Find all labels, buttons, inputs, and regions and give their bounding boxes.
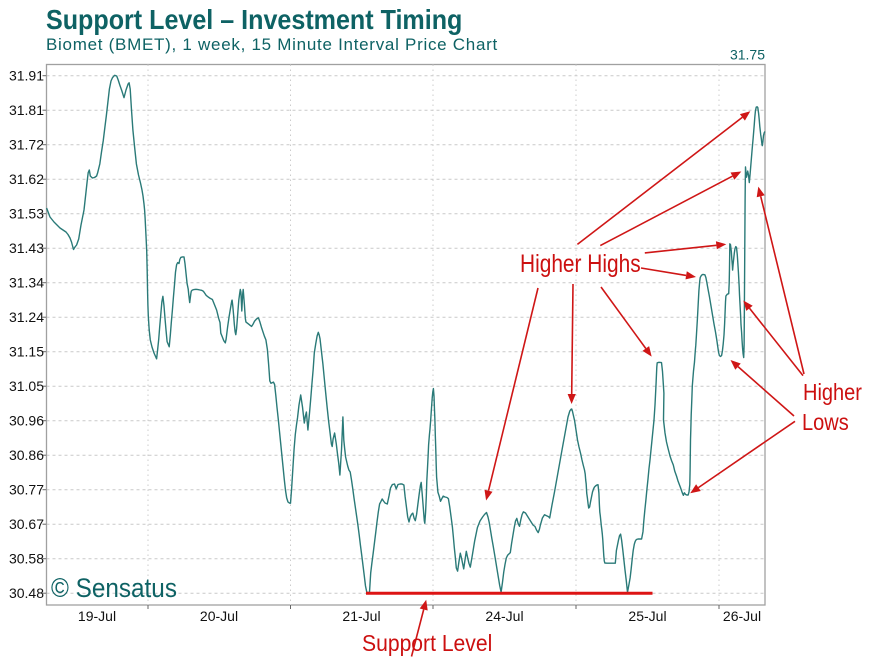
svg-text:31.62: 31.62 — [9, 171, 44, 187]
svg-text:24-Jul: 24-Jul — [485, 608, 523, 624]
svg-text:31.34: 31.34 — [9, 275, 44, 291]
svg-text:31.43: 31.43 — [9, 240, 44, 256]
svg-text:31.81: 31.81 — [9, 102, 44, 118]
svg-text:31.91: 31.91 — [9, 68, 44, 84]
svg-text:30.67: 30.67 — [9, 516, 44, 532]
svg-text:25-Jul: 25-Jul — [628, 608, 666, 624]
svg-text:26-Jul: 26-Jul — [723, 608, 761, 624]
svg-text:31.15: 31.15 — [9, 344, 44, 360]
svg-text:31.24: 31.24 — [9, 309, 44, 325]
svg-text:30.86: 30.86 — [9, 447, 44, 463]
svg-text:31.75: 31.75 — [730, 47, 765, 63]
svg-text:19-Jul: 19-Jul — [78, 608, 116, 624]
svg-text:30.58: 30.58 — [9, 551, 44, 567]
svg-text:30.96: 30.96 — [9, 413, 44, 429]
svg-text:20-Jul: 20-Jul — [200, 608, 238, 624]
svg-text:31.53: 31.53 — [9, 206, 44, 222]
svg-text:31.05: 31.05 — [9, 378, 44, 394]
svg-text:21-Jul: 21-Jul — [342, 608, 380, 624]
svg-text:31.72: 31.72 — [9, 137, 44, 153]
svg-text:30.48: 30.48 — [9, 585, 44, 601]
svg-text:30.77: 30.77 — [9, 482, 44, 498]
